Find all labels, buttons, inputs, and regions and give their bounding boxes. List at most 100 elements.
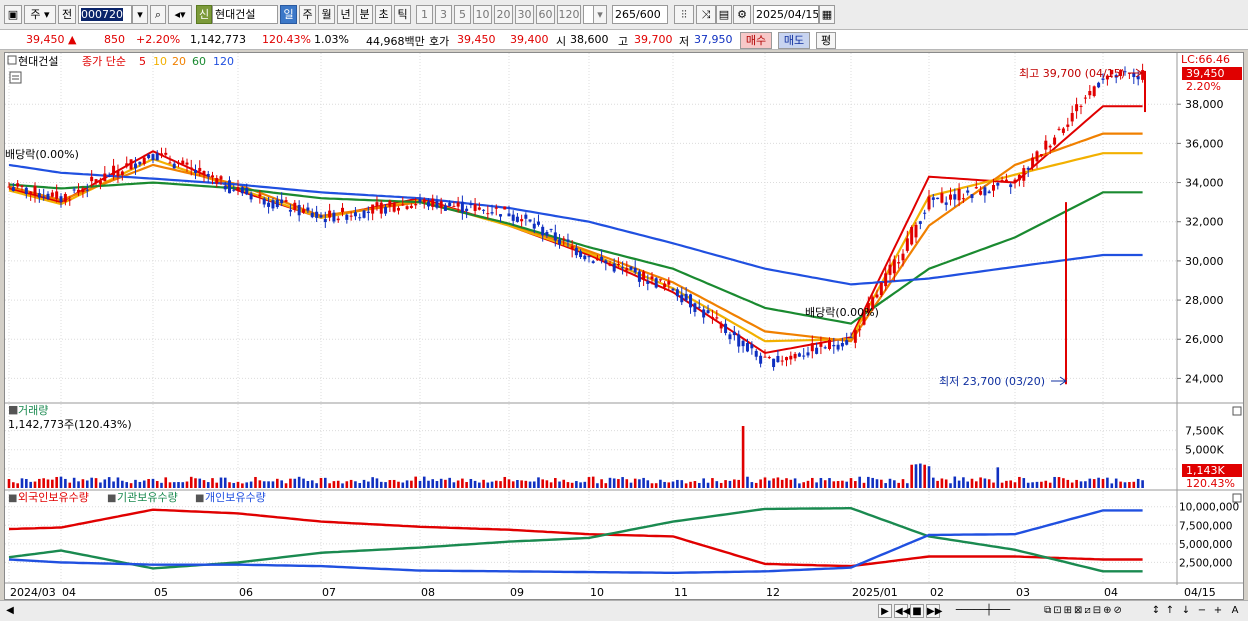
interval-10[interactable]: 10 bbox=[473, 5, 492, 24]
tab-second[interactable]: 초 bbox=[375, 5, 392, 24]
tool-icon[interactable]: ⤨ bbox=[696, 5, 716, 24]
buy-button[interactable]: 매수 bbox=[740, 32, 772, 49]
candle-body bbox=[987, 191, 991, 194]
scroll-left-icon[interactable]: ◀ bbox=[6, 605, 14, 616]
interval-120[interactable]: 120 bbox=[557, 5, 581, 24]
volume-bar bbox=[608, 477, 612, 488]
volume-bar bbox=[503, 476, 507, 488]
price-tick-label: 38,000 bbox=[1185, 98, 1224, 111]
arrow-down-icon[interactable]: ↓ bbox=[1181, 605, 1191, 616]
x-tick-label: 03 bbox=[1016, 586, 1030, 599]
calendar-icon[interactable]: ▦ bbox=[819, 5, 835, 24]
holding-close-icon[interactable] bbox=[1232, 493, 1242, 503]
candle-body bbox=[297, 205, 301, 216]
prev-button[interactable]: 전 bbox=[58, 5, 76, 24]
volume-bar bbox=[693, 481, 697, 488]
candle-body bbox=[379, 202, 383, 214]
zoom-slider[interactable]: ─────┼─── bbox=[955, 605, 1011, 616]
play-back-icon[interactable]: ◀◀ bbox=[894, 604, 911, 618]
save-icon[interactable]: ▤ bbox=[716, 5, 732, 24]
stock-name-text: 현대건설 bbox=[215, 8, 256, 21]
candle-body bbox=[853, 330, 857, 343]
arrow-up-down-icon[interactable]: ↕ bbox=[1151, 605, 1161, 616]
candle-body bbox=[29, 191, 33, 194]
count-input[interactable]: 265/600 bbox=[612, 5, 668, 24]
tab-month[interactable]: 월 bbox=[318, 5, 335, 24]
code-input[interactable]: 000720 bbox=[78, 5, 132, 24]
font-size-icon[interactable]: A bbox=[1231, 605, 1239, 616]
candle-settings-icon[interactable]: ⫶⫶ bbox=[674, 5, 694, 24]
gear-icon[interactable]: ⚙ bbox=[733, 5, 751, 24]
holding-tick-label: 5,000,000 bbox=[1179, 539, 1232, 551]
volume-bar bbox=[936, 480, 939, 488]
tab-year[interactable]: 년 bbox=[337, 5, 354, 24]
volume-bar bbox=[966, 481, 969, 488]
avg-button[interactable]: 평 bbox=[816, 32, 836, 49]
tab-week[interactable]: 주 bbox=[299, 5, 316, 24]
bid-price: 39,400 bbox=[510, 33, 549, 46]
candle-body bbox=[836, 344, 840, 350]
candle-body bbox=[68, 199, 72, 201]
candle-body bbox=[936, 197, 940, 200]
interval-dropdown-icon[interactable]: ▾ bbox=[593, 5, 607, 24]
sell-button[interactable]: 매도 bbox=[778, 32, 810, 49]
volume-panel-icon[interactable]: ■ bbox=[8, 403, 18, 416]
volume-bar bbox=[202, 480, 206, 488]
volume-bar bbox=[177, 482, 180, 488]
candle-body bbox=[693, 303, 697, 312]
interval-60[interactable]: 60 bbox=[536, 5, 555, 24]
panel-toggle-icon[interactable] bbox=[7, 55, 17, 65]
arrow-up-icon[interactable]: ↑ bbox=[1165, 605, 1175, 616]
volume-bar bbox=[319, 477, 323, 488]
interval-30[interactable]: 30 bbox=[515, 5, 534, 24]
candle-body bbox=[949, 194, 952, 200]
volume-bar bbox=[1044, 480, 1048, 488]
window-menu-icon[interactable]: ▣ bbox=[4, 5, 22, 24]
candle-body bbox=[1088, 91, 1092, 96]
volume-bar bbox=[215, 482, 219, 488]
date-input[interactable]: 2025/04/15 bbox=[753, 5, 819, 24]
volume-bar bbox=[927, 466, 931, 488]
tab-tick[interactable]: 틱 bbox=[394, 5, 411, 24]
drawing-tools-icon[interactable]: ⧉⊡⊞⊠⧄⊟⊕⊘ bbox=[1044, 605, 1124, 616]
candle-body bbox=[90, 176, 94, 182]
zoom-in-icon[interactable]: + bbox=[1213, 605, 1223, 616]
code-dropdown-icon[interactable]: ▾ bbox=[132, 5, 148, 24]
scroll-right-icon[interactable]: ▶ bbox=[878, 604, 892, 618]
volume-bar bbox=[46, 479, 50, 488]
chart-svg[interactable]: 현대건설 종가 단순 5 10 20 60 120 배당락(0.00%) 배당락… bbox=[5, 53, 1243, 599]
candle-body bbox=[646, 281, 650, 284]
volume-bar bbox=[1057, 477, 1061, 488]
speaker-icon[interactable]: ◂▾ bbox=[168, 5, 192, 24]
interval-20[interactable]: 20 bbox=[494, 5, 513, 24]
tab-minute[interactable]: 분 bbox=[356, 5, 373, 24]
search-icon[interactable]: ⌕ bbox=[150, 5, 166, 24]
price-tick-label: 30,000 bbox=[1185, 255, 1224, 268]
holding-lines-layer bbox=[8, 507, 1143, 574]
stop-icon[interactable]: ■ bbox=[910, 604, 924, 618]
price-tick-label: 32,000 bbox=[1185, 216, 1224, 229]
chart-scroll-bar[interactable]: ◀ ▶ ◀◀ ■ ▶▶ ─────┼─── ⧉⊡⊞⊠⧄⊟⊕⊘ ↕ ↑ ↓ − +… bbox=[0, 600, 1248, 621]
stock-name-field[interactable]: 현대건설 bbox=[212, 5, 278, 24]
calculator-icon[interactable] bbox=[9, 71, 22, 84]
period-select[interactable]: 주 ▾ bbox=[24, 5, 56, 24]
zoom-out-icon[interactable]: − bbox=[1197, 605, 1207, 616]
interval-1[interactable]: 1 bbox=[416, 5, 433, 24]
tab-day[interactable]: 일 bbox=[280, 5, 297, 24]
volume-bar bbox=[537, 477, 540, 488]
moving-average-layer bbox=[8, 105, 1143, 355]
candle-body bbox=[689, 294, 693, 308]
volume-bar bbox=[332, 481, 336, 488]
interval-3[interactable]: 3 bbox=[435, 5, 452, 24]
candle-body bbox=[409, 205, 413, 208]
volume-close-icon[interactable] bbox=[1232, 406, 1242, 416]
play-forward-icon[interactable]: ▶▶ bbox=[926, 604, 943, 618]
candle-body bbox=[996, 182, 1000, 186]
price-tick-label: 36,000 bbox=[1185, 137, 1224, 150]
volume-bar bbox=[271, 481, 275, 488]
chart-area[interactable]: 현대건설 종가 단순 5 10 20 60 120 배당락(0.00%) 배당락… bbox=[4, 52, 1244, 600]
interval-5[interactable]: 5 bbox=[454, 5, 471, 24]
volume-bar bbox=[324, 477, 327, 488]
volume-bar bbox=[371, 477, 374, 488]
candle-body bbox=[275, 199, 279, 208]
